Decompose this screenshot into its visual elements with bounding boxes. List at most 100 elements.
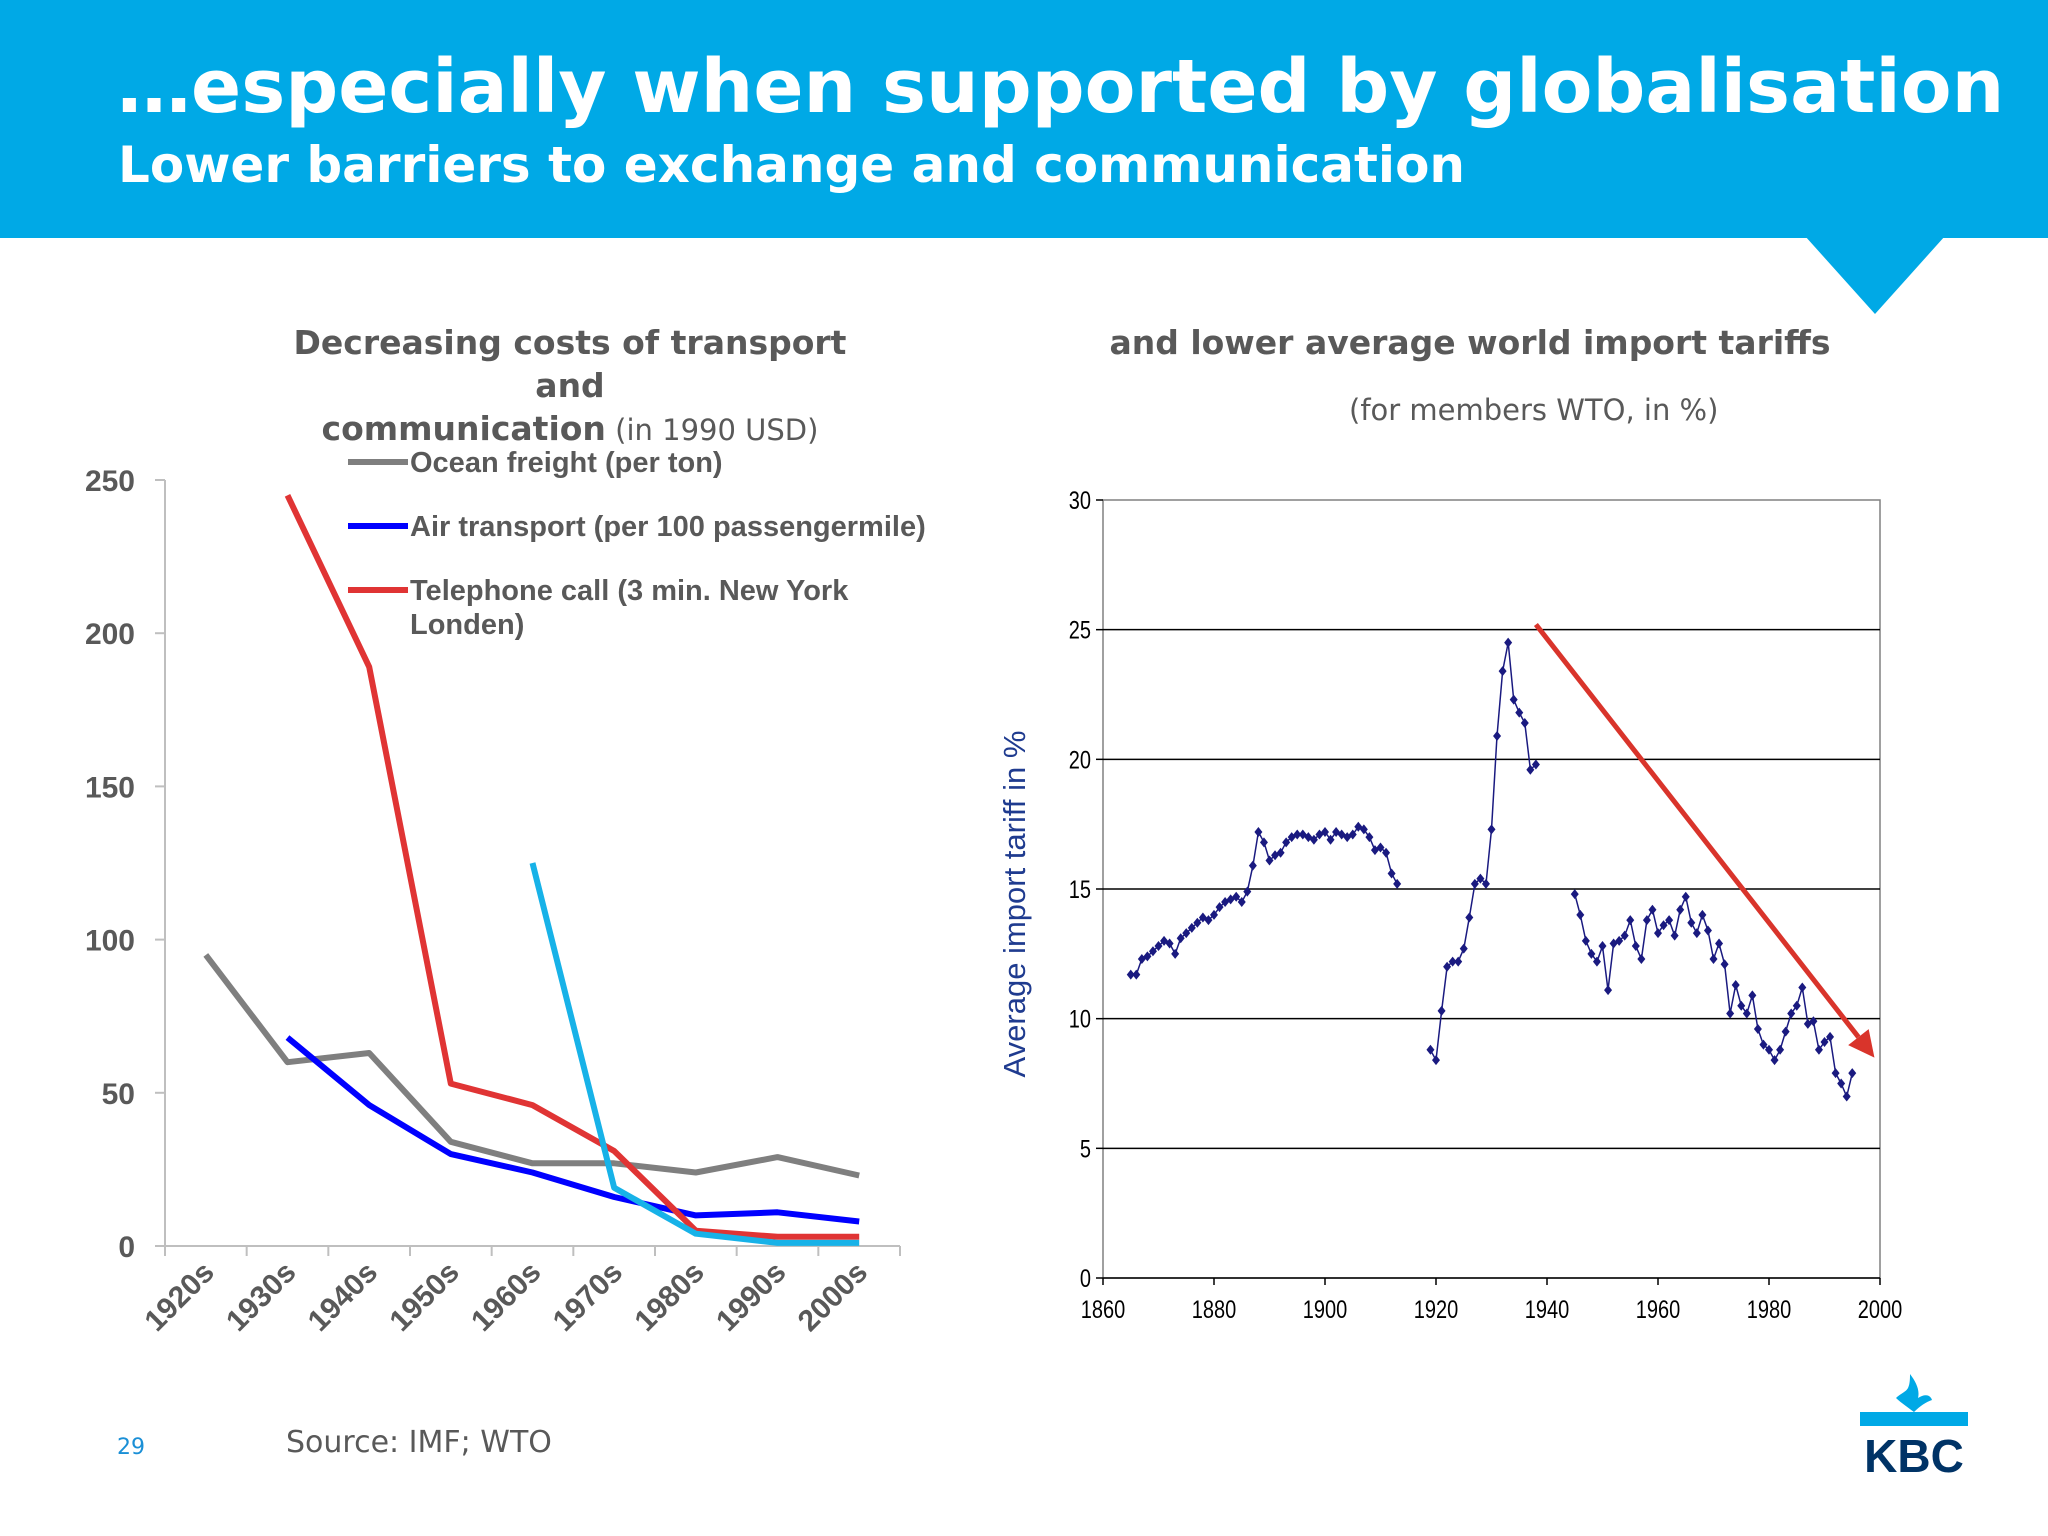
left-chart-title-bold: communication xyxy=(321,409,606,448)
trend-arrow-head xyxy=(1848,1029,1875,1058)
tariff-point xyxy=(1265,855,1274,866)
tariff-point xyxy=(1659,920,1668,931)
right-chart: 0 5 10 15 20 25 30 1860 1880 1900 1920 1940 1960 1980… xyxy=(997,487,1902,1324)
tariff-point xyxy=(1698,909,1707,920)
tariff-point xyxy=(1570,889,1579,900)
left-chart-title-line1: Decreasing costs of transport and xyxy=(293,323,847,405)
legend-label-0: Ocean freight (per ton) xyxy=(410,447,723,479)
tariff-point xyxy=(1509,694,1518,705)
tariff-point xyxy=(1271,850,1280,861)
tariff-point xyxy=(1354,821,1363,832)
tariff-point xyxy=(1581,935,1590,946)
tariff-point xyxy=(1210,909,1218,920)
slide-title: …especially when supported by globalisat… xyxy=(117,44,2005,130)
x-tick-label: 2000 xyxy=(1858,1296,1902,1324)
trend-arrow-shaft xyxy=(1533,622,1861,1039)
tariff-point xyxy=(1654,928,1662,939)
tariff-point xyxy=(1587,948,1596,959)
tariff-point xyxy=(1504,637,1513,648)
tariff-point xyxy=(1437,1005,1446,1016)
tariff-point xyxy=(1193,917,1202,928)
series-line-2 xyxy=(284,494,860,1240)
tariff-point xyxy=(1298,829,1307,840)
x-tick-label: 1900 xyxy=(1303,1296,1347,1324)
tariff-point xyxy=(1776,1044,1785,1055)
tariff-point xyxy=(1171,948,1180,959)
y-tick-label: 50 xyxy=(102,1078,135,1111)
tariff-point xyxy=(1609,938,1618,949)
tariff-point xyxy=(1426,1044,1435,1055)
y-tick-label: 15 xyxy=(1069,876,1091,904)
tariff-point xyxy=(1709,954,1718,965)
tariff-line-2 xyxy=(1574,894,1854,1099)
tariff-point xyxy=(1465,912,1474,923)
x-tick-label: 1990s xyxy=(710,1256,792,1338)
tariff-point xyxy=(1259,837,1268,848)
legend-label-1: Air transport (per 100 passengermile) xyxy=(410,511,926,543)
tariff-point xyxy=(1742,1008,1751,1019)
tariff-point xyxy=(1126,969,1135,980)
tariff-point xyxy=(1248,860,1257,871)
y-tick-label: 20 xyxy=(1069,746,1091,774)
tariff-point xyxy=(1726,1008,1735,1019)
tariff-point xyxy=(1809,1016,1818,1027)
left-chart-title: Decreasing costs of transport and commun… xyxy=(270,321,870,452)
tariff-point xyxy=(1198,912,1207,923)
tariff-point xyxy=(1604,985,1613,996)
tariff-point xyxy=(1243,886,1252,897)
y-tick-label: 30 xyxy=(1069,487,1091,515)
right-chart-title: and lower average world import tariffs xyxy=(1109,323,1831,362)
tariff-point xyxy=(1648,904,1657,915)
tariff-point xyxy=(1681,891,1690,902)
tariff-point xyxy=(1493,730,1502,741)
tariff-point xyxy=(1326,834,1335,845)
tariff-point xyxy=(1665,915,1674,926)
tariff-point xyxy=(1176,933,1185,944)
tariff-line-1 xyxy=(1429,642,1537,1063)
tariff-point xyxy=(1165,938,1174,949)
page-number: 29 xyxy=(117,1435,145,1460)
tariff-point xyxy=(1814,1044,1823,1055)
tariff-point xyxy=(1237,896,1246,907)
tariff-point xyxy=(1187,922,1196,933)
tariff-point xyxy=(1232,891,1241,902)
tariff-point xyxy=(1182,928,1191,939)
tariff-point xyxy=(1387,868,1396,879)
tariff-point xyxy=(1254,826,1263,837)
x-tick-label: 1940 xyxy=(1525,1296,1569,1324)
header-banner: …especially when supported by globalisat… xyxy=(0,0,2048,238)
y-tick-label: 25 xyxy=(1069,617,1091,645)
kbc-logo-figure xyxy=(1896,1374,1932,1412)
tariff-point xyxy=(1620,930,1629,941)
right-chart-note: (for members WTO, in %) xyxy=(1349,393,1719,427)
tariff-point xyxy=(1592,956,1601,967)
tariff-point xyxy=(1676,904,1685,915)
tariff-point xyxy=(1487,824,1496,835)
y-tick-label: 0 xyxy=(118,1231,135,1264)
x-tick-label: 1880 xyxy=(1192,1296,1236,1324)
tariff-point xyxy=(1515,707,1524,718)
series-line-1 xyxy=(285,1035,860,1225)
tariff-point xyxy=(1448,956,1457,967)
tariff-point xyxy=(1154,941,1163,952)
y-tick-label: 10 xyxy=(1069,1006,1091,1034)
tariff-point xyxy=(1382,847,1391,858)
left-chart-title-light: (in 1990 USD) xyxy=(605,413,819,447)
tariff-point xyxy=(1432,1055,1440,1066)
tariff-point xyxy=(1531,759,1540,770)
tariff-point xyxy=(1204,915,1213,926)
tariff-point xyxy=(1759,1039,1768,1050)
tariff-point xyxy=(1376,842,1385,853)
tariff-point xyxy=(1670,930,1679,941)
tariff-point xyxy=(1737,1000,1746,1011)
tariff-point xyxy=(1631,941,1640,952)
tariff-point xyxy=(1132,969,1141,980)
tariff-point xyxy=(1781,1026,1790,1037)
tariff-point xyxy=(1837,1078,1846,1089)
y-tick-label: 150 xyxy=(85,771,135,804)
tariff-point xyxy=(1498,666,1507,677)
tariff-point xyxy=(1459,943,1468,954)
tariff-point xyxy=(1359,824,1368,835)
tariff-point xyxy=(1642,915,1651,926)
tariff-point xyxy=(1826,1031,1835,1042)
